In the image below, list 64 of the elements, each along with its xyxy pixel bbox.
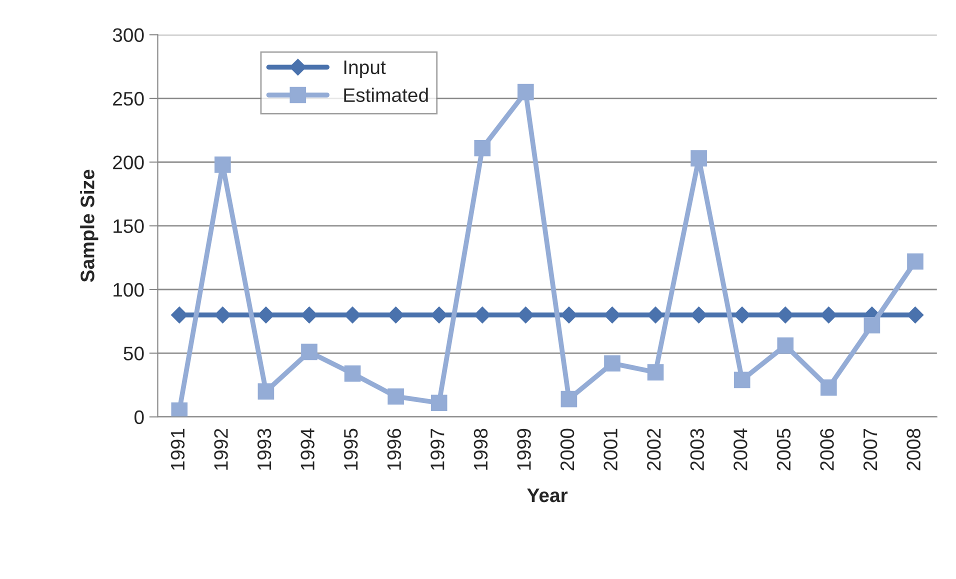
point (647, 306, 664, 324)
point (647, 364, 664, 380)
point (604, 355, 620, 372)
point (690, 150, 707, 166)
point (907, 253, 924, 270)
point (820, 306, 838, 324)
x-tick-label: 1991 (170, 428, 185, 470)
y-tick-label: 100 (114, 282, 144, 297)
y-tick-label: 0 (134, 410, 144, 424)
point (474, 306, 491, 324)
point (300, 306, 318, 324)
y-tick-label: 50 (124, 346, 144, 360)
point (734, 372, 750, 388)
x-tick-label: 2000 (560, 428, 574, 470)
point (690, 306, 708, 324)
y-tick-label: 300 (112, 28, 144, 42)
x-tick-label: 1997 (430, 428, 444, 470)
point (560, 306, 578, 324)
x-tick-label: 2005 (776, 428, 791, 470)
point (734, 306, 750, 324)
point (474, 140, 491, 156)
x-tick-label: 2001 (604, 428, 618, 470)
x-tick-label: 2003 (690, 428, 704, 470)
point (214, 156, 231, 173)
point (387, 306, 404, 324)
point (258, 383, 274, 400)
point (518, 84, 534, 100)
x-axis-title: Year (527, 488, 568, 502)
point (430, 306, 448, 324)
x-tick-label: 2008 (906, 428, 920, 470)
point (344, 365, 361, 382)
legend-label: Estimated (344, 88, 428, 102)
y-tick-label: 250 (113, 92, 144, 106)
point (864, 317, 880, 334)
x-tick-label: 1993 (257, 428, 272, 470)
y-tick-label: 200 (113, 156, 144, 170)
x-tick-label: 2004 (734, 428, 748, 470)
point (301, 344, 318, 360)
x-tick-label: 1994 (300, 428, 314, 470)
point (258, 306, 274, 324)
point (430, 394, 448, 412)
x-tick-label: 1992 (214, 428, 228, 470)
point (214, 306, 232, 324)
y-tick-label: 150 (114, 219, 144, 234)
x-tick-label: 1995 (344, 428, 358, 470)
x-tick-label: 2002 (646, 428, 661, 470)
x-tick-label: 2006 (820, 428, 834, 470)
point (171, 402, 188, 417)
x-tick-label: 1998 (474, 428, 488, 470)
point (906, 306, 924, 324)
point (388, 388, 404, 405)
x-tick-label: 1996 (387, 428, 402, 470)
point (777, 337, 794, 354)
point (820, 379, 837, 396)
point (777, 306, 794, 324)
x-tick-label: 2007 (863, 428, 878, 470)
point (560, 390, 578, 408)
point (344, 306, 361, 324)
y-axis-title: Sample Size (80, 170, 98, 282)
legend-label: Input (344, 60, 386, 78)
point (604, 306, 621, 324)
x-tick-label: 1999 (517, 428, 531, 470)
point (171, 306, 188, 324)
point (517, 306, 534, 324)
